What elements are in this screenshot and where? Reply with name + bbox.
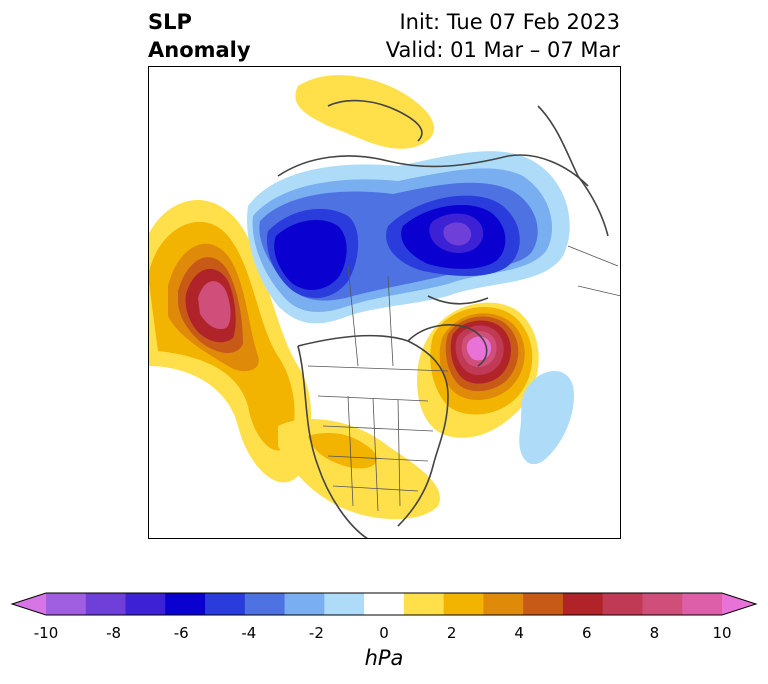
chart-title-right: Init: Tue 07 Feb 2023 Valid: 01 Mar – 07… — [386, 8, 620, 64]
colorbar-cell — [642, 593, 683, 615]
colorbar-cell — [483, 593, 524, 615]
pacific-high-anomaly — [148, 200, 312, 483]
title-variable-sub: Anomaly — [148, 38, 251, 62]
colorbar-extension-min — [12, 593, 46, 615]
title-init-date: Init: Tue 07 Feb 2023 — [399, 10, 620, 34]
map-frame — [148, 66, 621, 539]
colorbar-tick-label: 0 — [379, 624, 389, 642]
colorbar-tick-label: 4 — [514, 624, 524, 642]
colorbar-unit: hPa — [364, 646, 404, 670]
colorbar-tick-label: -6 — [173, 624, 189, 642]
coastlines — [277, 99, 609, 539]
colorbar-cell — [403, 593, 445, 615]
colorbar-tick-label: -8 — [106, 624, 122, 642]
colorbar — [10, 592, 758, 616]
atlantic-low-anomaly — [519, 371, 574, 465]
colorbar-cell — [165, 593, 206, 615]
colorbar-cell — [364, 593, 405, 615]
colorbar-cell — [244, 593, 286, 615]
colorbar-cell — [284, 593, 325, 615]
political-borders — [307, 245, 621, 512]
colorbar-tick-label: 10 — [712, 624, 732, 642]
colorbar-cell — [125, 593, 166, 615]
colorbar-cell — [46, 593, 87, 615]
colorbar-tick-label: -10 — [33, 624, 59, 642]
arctic-low-anomaly — [247, 151, 570, 324]
colorbar-tick-label: -4 — [241, 624, 257, 642]
colorbar-cell — [682, 593, 723, 615]
colorbar-tick-label: 6 — [582, 624, 592, 642]
colorbar-extension-max — [722, 593, 756, 615]
chart-title-left: SLP Anomaly — [148, 8, 251, 64]
colorbar-cell — [523, 593, 564, 615]
us-high-core — [308, 432, 377, 469]
colorbar-cell — [205, 593, 246, 615]
arctic-high-anomaly — [295, 75, 435, 149]
colorbar-cell — [443, 593, 484, 615]
colorbar-cell — [85, 593, 127, 615]
colorbar-tick-label: -2 — [308, 624, 324, 642]
colorbar-tick-label: 8 — [649, 624, 660, 642]
colorbar-cell — [324, 593, 365, 615]
colorbar-cell — [602, 593, 643, 615]
colorbar-cell — [562, 593, 604, 615]
title-valid-range: Valid: 01 Mar – 07 Mar — [385, 38, 620, 62]
colorbar-tick-label: 2 — [446, 624, 457, 642]
colorbar-outline — [10, 592, 758, 616]
title-variable: SLP — [148, 10, 192, 34]
anomaly-map — [148, 66, 621, 539]
